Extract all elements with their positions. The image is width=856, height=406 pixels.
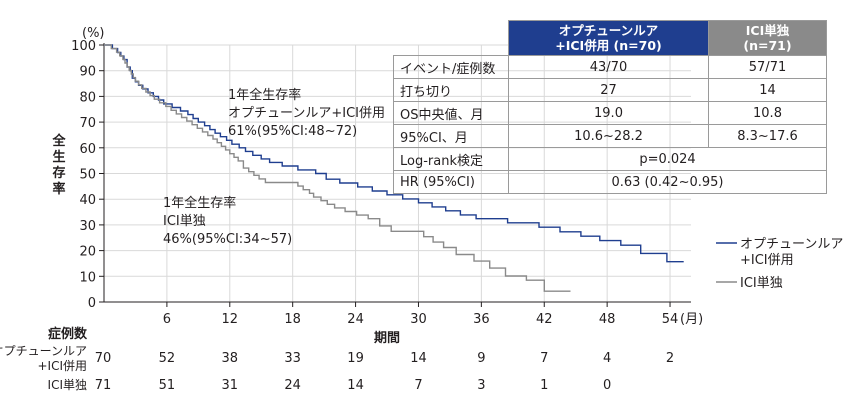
risk-value: 9 bbox=[477, 351, 485, 366]
y-tick-label: 0 bbox=[88, 296, 96, 311]
risk-row-label: ICI単独 bbox=[48, 378, 87, 392]
summary-header-row: オプチューンルア +ICI併用 (n=70) ICI単独 (n=71) bbox=[393, 20, 827, 56]
summary-header-combo: オプチューンルア +ICI併用 (n=70) bbox=[508, 20, 709, 56]
summary-row-combo-value: 43/70 bbox=[508, 55, 709, 79]
x-tick-label: 6 bbox=[163, 312, 171, 327]
summary-row: 95%CI、月 10.6~28.2 8.3~17.6 bbox=[393, 124, 827, 148]
risk-row-label: +ICI併用 bbox=[37, 359, 87, 373]
survival-curves bbox=[104, 44, 684, 292]
risk-value: 4 bbox=[603, 351, 611, 366]
y-tick-label: 60 bbox=[79, 142, 96, 157]
risk-value: 3 bbox=[477, 378, 485, 393]
x-axis-unit: (月) bbox=[680, 312, 703, 327]
x-tick-label: 42 bbox=[536, 312, 553, 327]
y-tick-label: 10 bbox=[79, 270, 96, 285]
summary-header-ici: ICI単独 (n=71) bbox=[708, 20, 827, 56]
y-tick-label: 80 bbox=[79, 90, 96, 105]
risk-value: 33 bbox=[284, 351, 301, 366]
chart-text: 1年全生存率オプチューンルア+ICI併用61%(95%CI:48~72)1年全生… bbox=[163, 87, 385, 247]
summary-row-label: OS中央値、月 bbox=[393, 101, 509, 125]
logrank-label: Log-rank検定 bbox=[393, 147, 509, 171]
y-axis-label-char: 率 bbox=[52, 181, 65, 197]
y-axis-label-char: 存 bbox=[52, 165, 65, 181]
survival-curve-ici bbox=[104, 44, 571, 292]
annotation-combo-line: 1年全生存率 bbox=[228, 87, 301, 103]
summary-header-ici-line2: (n=71) bbox=[743, 38, 792, 53]
y-axis-label-char: 生 bbox=[52, 149, 65, 165]
risk-value: 7 bbox=[414, 378, 422, 393]
summary-table: オプチューンルア +ICI併用 (n=70) ICI単独 (n=71) イベント… bbox=[393, 20, 827, 194]
y-tick-label: 50 bbox=[79, 168, 96, 183]
risk-value: 0 bbox=[603, 378, 611, 393]
risk-value: 14 bbox=[410, 351, 427, 366]
summary-row: イベント/症例数 43/70 57/71 bbox=[393, 55, 827, 79]
summary-merged-row: Log-rank検定 p=0.024 bbox=[393, 147, 827, 171]
risk-row-label: オプチューンルア bbox=[0, 344, 87, 358]
chart-legend: オプチューンルア+ICI併用 ICI単独 bbox=[716, 237, 843, 291]
summary-row: 打ち切り 27 14 bbox=[393, 78, 827, 102]
y-axis-unit: (%) bbox=[82, 26, 105, 41]
legend-label: +ICI併用 bbox=[740, 253, 794, 268]
summary-row: OS中央値、月 19.0 10.8 bbox=[393, 101, 827, 125]
annotation-ici-line: ICI単独 bbox=[163, 213, 206, 229]
risk-value: 24 bbox=[284, 378, 301, 393]
summary-row-ici-value: 57/71 bbox=[708, 55, 827, 79]
risk-value: 14 bbox=[347, 378, 364, 393]
y-axis-label-char: 全 bbox=[51, 133, 66, 149]
y-tick-label: 30 bbox=[79, 219, 96, 234]
annotation-ici-line: 1年全生存率 bbox=[163, 195, 236, 211]
x-tick-label: 48 bbox=[599, 312, 616, 327]
risk-value: 1 bbox=[540, 378, 548, 393]
y-tick-label: 100 bbox=[71, 39, 96, 54]
risk-value: 71 bbox=[95, 378, 112, 393]
hr-label: HR (95%CI) bbox=[393, 170, 509, 194]
summary-row-combo-value: 19.0 bbox=[508, 101, 709, 125]
risk-value: 31 bbox=[222, 378, 239, 393]
risk-value: 70 bbox=[95, 351, 112, 366]
risk-value: 51 bbox=[159, 378, 176, 393]
summary-row-combo-value: 27 bbox=[508, 78, 709, 102]
summary-row-label: 95%CI、月 bbox=[393, 124, 509, 148]
summary-merged-row: HR (95%CI) 0.63 (0.42~0.95) bbox=[393, 170, 827, 194]
risk-value: 2 bbox=[666, 351, 674, 366]
risk-value: 38 bbox=[222, 351, 239, 366]
y-tick-label: 70 bbox=[79, 116, 96, 131]
risk-value: 52 bbox=[159, 351, 176, 366]
legend-label: オプチューンルア bbox=[740, 237, 843, 252]
risk-value: 7 bbox=[540, 351, 548, 366]
annotation-combo-line: 61%(95%CI:48~72) bbox=[228, 124, 357, 139]
x-tick-label: 12 bbox=[222, 312, 239, 327]
x-tick-label: 54 bbox=[662, 312, 679, 327]
y-tick-label: 40 bbox=[79, 193, 96, 208]
summary-row-label: 打ち切り bbox=[393, 78, 509, 102]
annotation-ici-line: 46%(95%CI:34~57) bbox=[163, 232, 292, 247]
summary-header-combo-line1: オプチューンルア bbox=[558, 23, 659, 38]
summary-row-ici-value: 14 bbox=[708, 78, 827, 102]
x-axis-label: 期間 bbox=[374, 331, 400, 346]
summary-header-combo-line2: +ICI併用 (n=70) bbox=[555, 38, 662, 53]
hr-value: 0.63 (0.42~0.95) bbox=[508, 170, 827, 194]
summary-row-label: イベント/症例数 bbox=[393, 55, 509, 79]
x-tick-label: 36 bbox=[473, 312, 490, 327]
legend-label: ICI単独 bbox=[740, 275, 783, 291]
annotation-combo-line: オプチューンルア+ICI併用 bbox=[228, 106, 385, 121]
summary-row-ici-value: 10.8 bbox=[708, 101, 827, 125]
summary-header-blank bbox=[393, 20, 509, 56]
x-tick-label: 18 bbox=[284, 312, 301, 327]
summary-header-ici-line1: ICI単独 bbox=[745, 23, 790, 38]
x-tick-label: 30 bbox=[410, 312, 427, 327]
logrank-value: p=0.024 bbox=[508, 147, 827, 171]
summary-row-combo-value: 10.6~28.2 bbox=[508, 124, 709, 148]
risk-table-title: 症例数 bbox=[48, 326, 88, 342]
x-tick-label: 24 bbox=[347, 312, 364, 327]
risk-value: 19 bbox=[347, 351, 364, 366]
summary-row-ici-value: 8.3~17.6 bbox=[708, 124, 827, 148]
y-tick-label: 90 bbox=[79, 65, 96, 80]
y-tick-label: 20 bbox=[79, 245, 96, 260]
